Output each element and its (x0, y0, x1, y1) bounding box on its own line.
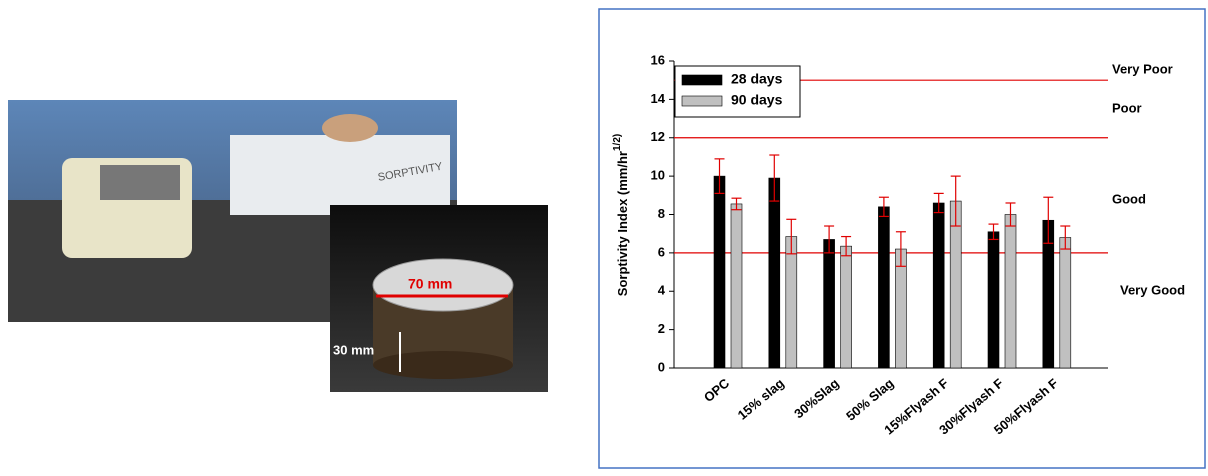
bar (840, 245, 852, 369)
bar (1004, 214, 1017, 369)
y-tick-label: 8 (658, 206, 665, 221)
zone-label: Very Good (1120, 282, 1185, 297)
y-tick-label: 16 (651, 52, 665, 67)
error-bar (1005, 202, 1016, 227)
error-bar (786, 218, 797, 255)
specimen-bottom (373, 351, 513, 379)
tray (230, 135, 450, 215)
y-axis-label-sup: 1/2) (612, 134, 623, 151)
error-bar (769, 154, 780, 202)
x-tick-label: 50% Slag (843, 375, 896, 423)
zone-label: Poor (1112, 100, 1142, 115)
specimen-top (372, 258, 514, 312)
x-tick-label: OPC (701, 375, 733, 405)
y-tick-label: 4 (658, 283, 666, 298)
bar (987, 231, 1000, 369)
y-tick-label: 6 (658, 244, 665, 259)
zone-label: Good (1112, 191, 1146, 206)
error-bar (731, 197, 742, 211)
bar (878, 206, 890, 369)
bar (823, 239, 835, 369)
error-bar (824, 225, 835, 254)
photo: SORPTIVITY 70 mm 30 mm (8, 100, 548, 392)
error-bar (714, 158, 725, 194)
error-bar (1043, 196, 1054, 244)
bar (713, 175, 726, 369)
y-tick-label: 2 (658, 321, 665, 336)
y-axis-label: Sorptivity Index (mm/hr1/2) (612, 134, 631, 296)
x-tick-label: 30%Slag (791, 375, 842, 421)
x-tick-label: 15% slag (735, 375, 787, 422)
legend-label: 28 days (731, 71, 783, 87)
bar (730, 203, 743, 369)
error-bar (950, 175, 961, 227)
error-bar (1060, 225, 1071, 250)
legend-swatch (681, 95, 723, 107)
zone-label: Very Poor (1112, 61, 1173, 76)
y-tick-label: 0 (658, 359, 665, 374)
legend-label: 90 days (731, 92, 783, 108)
error-bar (988, 223, 999, 241)
height-label: 30 mm (333, 342, 374, 357)
error-bar (841, 235, 852, 257)
hand (322, 114, 378, 142)
legend-box (674, 65, 801, 118)
legend-swatch (681, 74, 723, 86)
error-bar (878, 196, 889, 218)
y-tick-label: 12 (651, 129, 665, 144)
y-axis-label-text: Sorptivity Index (mm/hr (615, 151, 630, 296)
bar (932, 202, 945, 369)
balance-pan (100, 165, 180, 200)
bar (785, 236, 798, 369)
chart-frame (598, 8, 1206, 469)
diameter-label: 70 mm (408, 276, 452, 292)
error-bar (895, 231, 906, 267)
y-tick-label: 14 (651, 91, 666, 106)
y-tick-label: 10 (651, 168, 665, 183)
error-bar (933, 192, 944, 214)
bar (1059, 237, 1072, 369)
bar (768, 177, 781, 369)
